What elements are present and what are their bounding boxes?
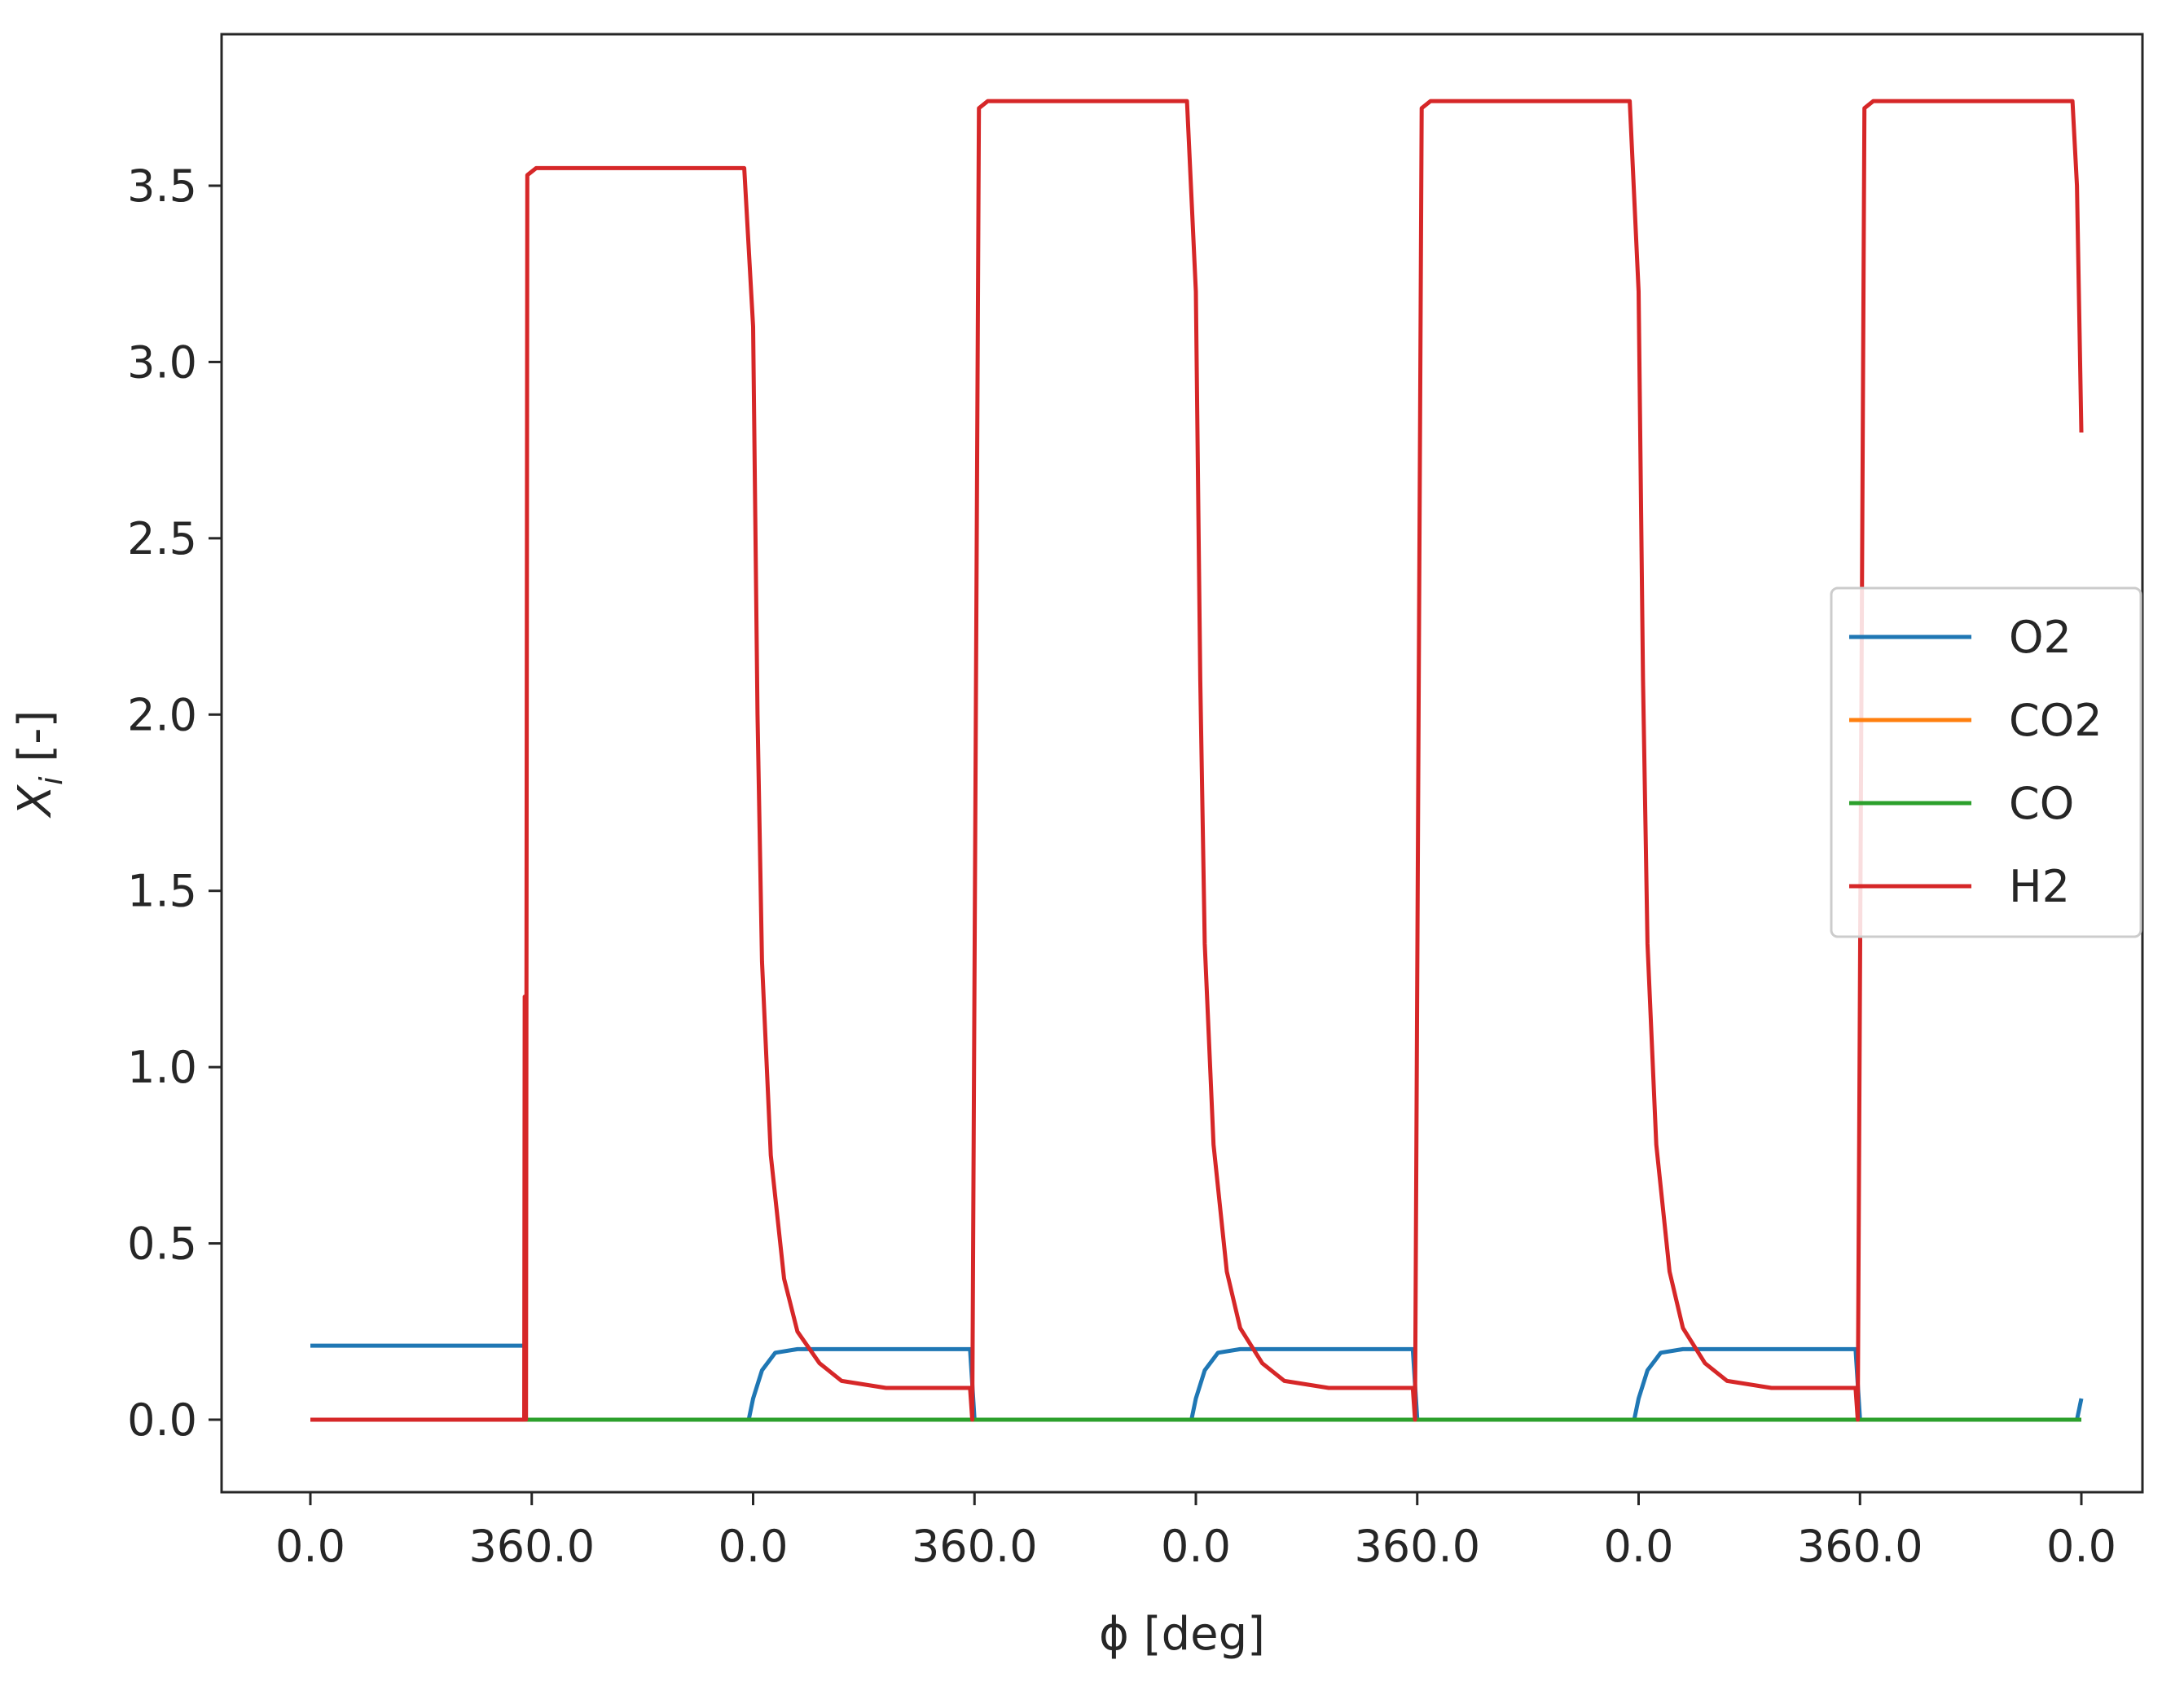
y-tick-label: 3.0 (127, 336, 197, 388)
y-tick-label: 1.0 (127, 1042, 197, 1093)
legend-box (1830, 586, 2142, 938)
legend-label-o2: O2 (2009, 612, 2072, 663)
y-tick-label: 2.5 (127, 513, 197, 564)
x-tick-label: 360.0 (1797, 1521, 1923, 1572)
x-tick-label: 0.0 (718, 1521, 789, 1572)
series-layer (310, 99, 2084, 1422)
legend-label-co: CO (2009, 778, 2074, 829)
svg-text:Xi [-]: Xi [-] (9, 710, 69, 819)
x-tick-label: 360.0 (912, 1521, 1038, 1572)
x-tick-label: 360.0 (1354, 1521, 1480, 1572)
plot-frame (220, 33, 2144, 1494)
series-line-o2 (310, 1343, 2084, 1422)
x-tick-label: 0.0 (275, 1521, 345, 1572)
series-line-h2 (310, 99, 2084, 1422)
x-tick-label: 0.0 (1604, 1521, 1674, 1572)
legend-label-co2: CO2 (2009, 695, 2103, 746)
y-tick-label: 0.5 (127, 1219, 197, 1270)
y-axis-label: Xi [-] (9, 710, 69, 819)
x-tick-label: 0.0 (2046, 1521, 2116, 1572)
legend-label-h2: H2 (2009, 861, 2070, 912)
x-tick-label: 0.0 (1161, 1521, 1231, 1572)
x-tick-label: 360.0 (468, 1521, 595, 1572)
y-tick-label: 0.0 (127, 1394, 197, 1446)
y-tick-label: 1.5 (127, 866, 197, 917)
y-tick-label: 2.0 (127, 689, 197, 740)
legend: O2 CO2 CO H2 (1830, 586, 2142, 938)
x-axis-label: ϕ [deg] (1099, 1608, 1265, 1661)
y-tick-label: 3.5 (127, 160, 197, 212)
